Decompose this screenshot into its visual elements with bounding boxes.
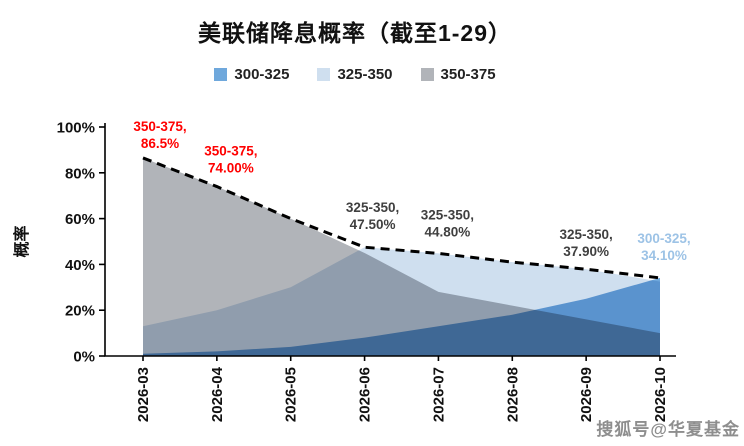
y-tick-label: 60% <box>65 211 95 228</box>
y-tick-label: 100% <box>57 120 95 137</box>
annotation-325-350-37.90%: 325-350, 37.90% <box>559 227 612 259</box>
x-tick-label: 2026-05 <box>283 367 300 422</box>
y-tick-label: 0% <box>73 349 95 366</box>
legend-swatch-300-325 <box>214 68 228 81</box>
annotation-350-375-74.00%: 350-375, 74.00% <box>204 144 257 176</box>
x-tick-label: 2026-03 <box>135 367 152 422</box>
legend-item-325-350: 325-350 <box>317 66 393 83</box>
y-axis-label: 概率 <box>12 225 31 257</box>
legend-swatch-350-375 <box>420 68 434 81</box>
chart-title: 美联储降息概率（截至1-29） <box>197 20 513 46</box>
x-tick-label: 2026-08 <box>504 367 521 422</box>
legend-label-350-375: 350-375 <box>440 66 496 83</box>
x-tick-label: 2026-10 <box>652 367 669 422</box>
legend-label-325-350: 325-350 <box>337 66 393 83</box>
annotation-325-350-47.50%: 325-350, 47.50% <box>346 200 399 232</box>
annotation-300-325-34.10%: 300-325, 34.10% <box>637 231 690 263</box>
legend-item-300-325: 300-325 <box>214 66 289 83</box>
y-tick-label: 40% <box>65 257 95 274</box>
y-tick-label: 20% <box>65 303 95 320</box>
max-probability-line <box>142 156 661 280</box>
legend-item-350-375: 350-375 <box>420 66 496 83</box>
legend-label-300-325: 300-325 <box>234 66 290 83</box>
x-tick-label: 2026-07 <box>430 367 447 422</box>
annotation-350-375-86.5%: 350-375, 86.5% <box>133 119 186 151</box>
watermark-text: 搜狐号@华夏基金 <box>596 420 740 439</box>
chart-legend: 300-325 325-350 350-375 <box>0 66 710 83</box>
x-tick-label: 2026-04 <box>209 366 226 422</box>
x-tick-label: 2026-09 <box>578 367 595 422</box>
annotation-325-350-44.80%: 325-350, 44.80% <box>421 207 474 239</box>
y-tick-label: 80% <box>65 165 95 182</box>
area-350-375 <box>143 157 660 356</box>
legend-swatch-325-350 <box>317 68 331 81</box>
x-tick-label: 2026-06 <box>357 367 374 422</box>
